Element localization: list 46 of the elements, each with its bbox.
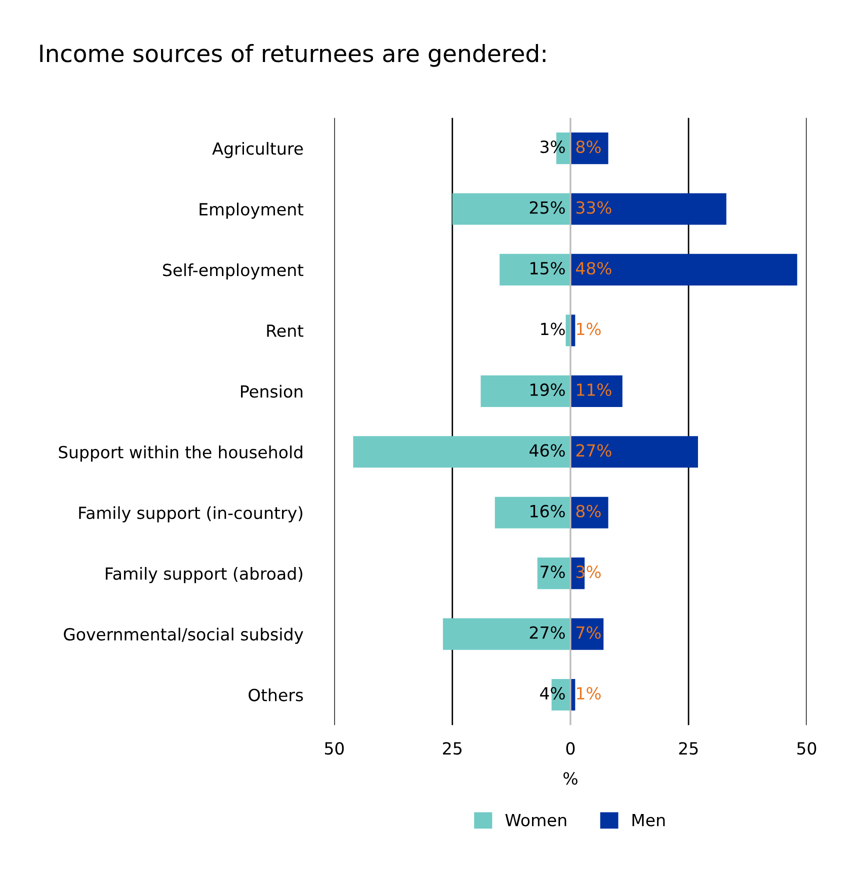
y-tick-label: Employment bbox=[200, 202, 304, 219]
x-axis-title: % bbox=[563, 772, 578, 785]
x-tick-label: 50 bbox=[324, 742, 344, 755]
y-tick-label: Governmental/social subsidy bbox=[64, 628, 304, 644]
y-tick-label: Agriculture bbox=[212, 142, 303, 158]
y-tick-label: Family support (abroad) bbox=[106, 566, 302, 584]
data-label: 7% bbox=[540, 566, 565, 578]
data-label: 27% bbox=[576, 444, 612, 457]
y-tick-label: Family support (in-country) bbox=[79, 506, 302, 522]
data-label: 1% bbox=[577, 322, 601, 336]
data-label: 25% bbox=[530, 201, 565, 214]
bar bbox=[500, 254, 570, 286]
data-label: 46% bbox=[530, 444, 565, 457]
data-label: 48% bbox=[576, 262, 612, 275]
data-label: 16% bbox=[530, 504, 565, 518]
bar bbox=[570, 254, 798, 286]
data-label: 1% bbox=[577, 686, 601, 700]
legend-label: Women bbox=[505, 814, 566, 826]
data-label: 8% bbox=[576, 140, 601, 154]
data-label: 8% bbox=[576, 504, 601, 518]
y-tick-label: Self-employment bbox=[163, 263, 304, 280]
data-label: 11% bbox=[577, 383, 612, 396]
y-tick-label: Pension bbox=[241, 384, 302, 398]
y-tick-label: Others bbox=[248, 688, 303, 702]
bar bbox=[570, 436, 698, 468]
bar bbox=[353, 436, 570, 468]
y-tick-label: Support within the household bbox=[58, 446, 302, 462]
data-label: 27% bbox=[530, 626, 565, 639]
x-tick-label: 0 bbox=[566, 742, 575, 755]
chart-title: Income sources of returnees are gendered: bbox=[40, 44, 546, 67]
bar bbox=[494, 496, 570, 528]
data-label: 19% bbox=[530, 383, 565, 396]
data-label: 33% bbox=[576, 201, 612, 214]
x-tick-label: 25 bbox=[679, 742, 698, 755]
bar bbox=[570, 193, 726, 225]
x-tick-label: 25 bbox=[442, 742, 462, 755]
legend-label: Men bbox=[632, 814, 665, 826]
data-label: 1% bbox=[541, 322, 565, 336]
bar bbox=[570, 375, 622, 407]
bar bbox=[452, 193, 570, 225]
data-label: 7% bbox=[576, 626, 601, 639]
data-label: 15% bbox=[530, 262, 565, 275]
bar bbox=[442, 618, 570, 650]
x-tick-label: 50 bbox=[797, 742, 816, 755]
bar bbox=[480, 375, 570, 407]
y-tick-label: Rent bbox=[267, 324, 304, 338]
